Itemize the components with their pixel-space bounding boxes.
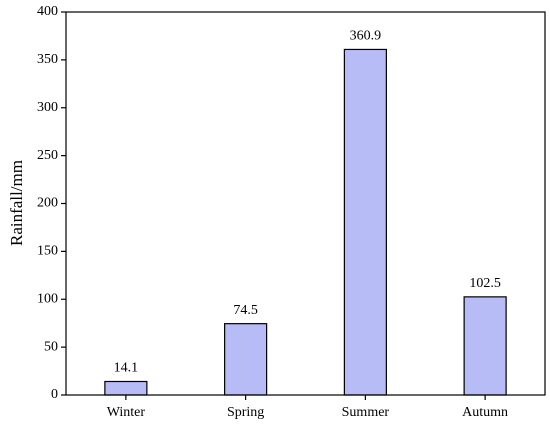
y-tick-label: 200 [37,196,58,211]
y-axis-label: Rainfall/mm [7,160,26,246]
y-tick-label: 250 [37,148,58,163]
y-tick-label: 150 [37,244,58,259]
y-tick-label: 100 [37,291,58,306]
data-label: 14.1 [114,361,139,376]
bar [463,296,507,396]
bar [343,48,387,396]
y-tick-label: 50 [44,339,58,354]
y-tick-label: 350 [37,52,58,67]
x-tick-label: Winter [107,405,146,420]
data-label: 74.5 [233,303,258,318]
plot-frame [65,11,546,396]
bar [104,380,148,396]
y-tick-label: 400 [37,4,58,19]
data-label: 102.5 [469,276,501,291]
x-tick-label: Summer [342,405,390,420]
y-tick-label: 0 [51,387,58,402]
data-label: 360.9 [350,29,382,44]
x-tick-label: Spring [227,405,264,420]
y-tick-label: 300 [37,100,58,115]
x-tick-label: Autumn [462,405,508,420]
bar [224,323,268,396]
